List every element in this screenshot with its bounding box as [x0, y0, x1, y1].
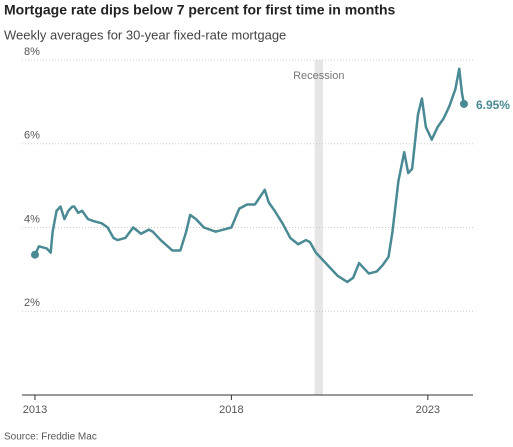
line [33, 67, 466, 284]
y-tick-label: 8% [24, 46, 40, 58]
recession-label: Recession [293, 70, 344, 82]
source: Source: Freddie Mac [4, 432, 97, 443]
chart-title: Mortgage rate dips below 7 percent for f… [4, 2, 395, 18]
x-tick-label: 2018 [219, 404, 243, 416]
value-label: 6.95% [476, 98, 510, 112]
end-dot [30, 250, 39, 259]
y-tick-label: 4% [24, 213, 40, 225]
end-dot [459, 99, 468, 108]
x-tick-label: 2023 [416, 404, 440, 416]
recession-band [314, 60, 323, 395]
x-tick-label: 2013 [23, 404, 47, 416]
y-tick-label: 2% [24, 297, 40, 309]
y-tick-label: 6% [24, 130, 40, 142]
chart-subtitle: Weekly averages for 30-year fixed-rate m… [4, 27, 286, 42]
